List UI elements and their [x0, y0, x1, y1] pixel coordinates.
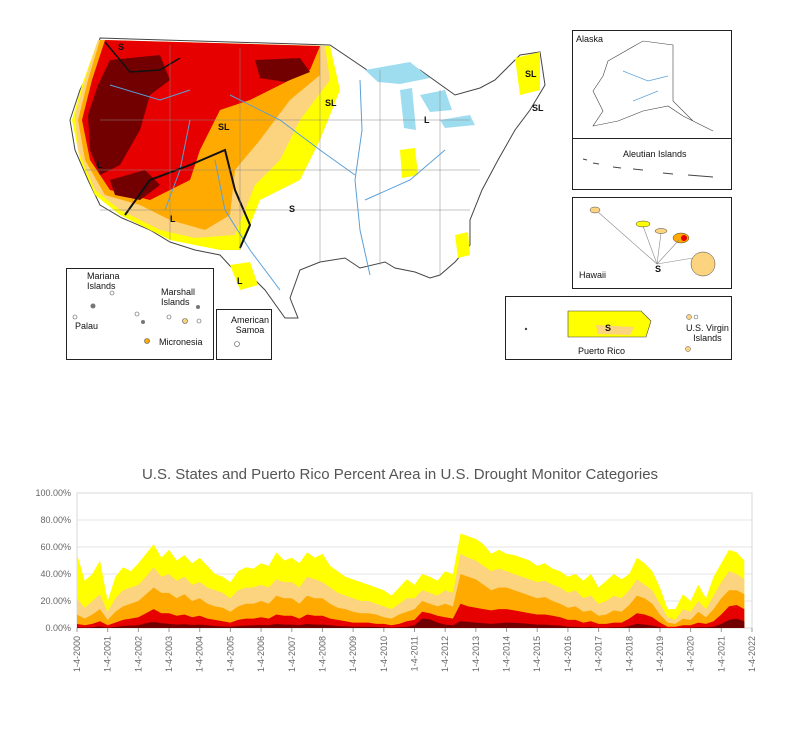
- drought-d4-region-west: [88, 55, 170, 175]
- y-tick-label: 80.00%: [40, 515, 71, 525]
- mariana-label: Mariana Islands: [87, 271, 120, 291]
- drought-area-chart: 0.00% 20.00% 40.00% 60.00% 80.00% 100.00% 1-4…: [35, 488, 757, 672]
- hawaii-islands: [589, 206, 716, 277]
- x-tick-label: 1-4-2018: [624, 636, 634, 672]
- x-tick-label: 1-4-2015: [532, 636, 542, 672]
- drought-map: S L SL SL L SL SL S L L Alaska Aleutian …: [66, 30, 732, 360]
- x-tick-label: 1-4-2021: [716, 636, 726, 672]
- drought-d4-region-plains: [255, 58, 310, 82]
- x-tick-labels: 1-4-2000 1-4-2001 1-4-2002 1-4-2003 1-4-2004…: [72, 628, 757, 672]
- x-tick-label: 1-4-2008: [317, 636, 327, 672]
- x-tick-label: 1-4-2004: [195, 636, 205, 672]
- x-tick-label: 1-4-2014: [502, 636, 512, 672]
- aleutian-inset: Aleutian Islands: [572, 138, 732, 190]
- impact-letter: SL: [525, 69, 537, 79]
- virgin-islands-label: U.S. Virgin Islands: [686, 323, 729, 343]
- micronesia-label: Micronesia: [159, 337, 203, 347]
- x-tick-label: 1-4-2002: [133, 636, 143, 672]
- x-tick-label: 1-4-2011: [410, 636, 420, 671]
- alaska-label: Alaska: [576, 34, 604, 44]
- puerto-rico-shape: [524, 310, 699, 352]
- x-tick-label: 1-4-2000: [72, 636, 82, 672]
- x-tick-label: 1-4-2017: [594, 636, 604, 672]
- y-tick-labels: 0.00% 20.00% 40.00% 60.00% 80.00% 100.00%: [35, 488, 71, 633]
- x-tick-label: 1-4-2005: [225, 636, 235, 672]
- palau-label: Palau: [75, 321, 99, 331]
- x-tick-label: 1-4-2007: [287, 636, 297, 672]
- y-tick-label: 40.00%: [40, 569, 71, 579]
- x-tick-label: 1-4-2003: [164, 636, 174, 672]
- snake-river: [109, 84, 191, 101]
- drought-d0-southeast: [455, 232, 470, 258]
- x-tick-label: 1-4-2016: [563, 636, 573, 672]
- x-tick-label: 1-4-2020: [686, 636, 696, 672]
- impact-letter: S: [289, 204, 296, 214]
- x-tick-label: 1-4-2009: [348, 636, 358, 672]
- x-tick-label: 1-4-2012: [440, 636, 450, 672]
- chart-title: U.S. States and Puerto Rico Percent Area…: [141, 466, 659, 483]
- rio-grande: [214, 159, 281, 291]
- conus-map: [69, 37, 546, 319]
- aleutian-shape: [582, 158, 714, 178]
- alaska-shape: [592, 40, 714, 132]
- state-lines: [85, 45, 480, 275]
- pacific-islands-inset: Mariana Islands Marshall Islands Palau Mic…: [66, 268, 214, 360]
- impact-letter: SL: [218, 122, 230, 132]
- impact-letter: SL: [532, 103, 544, 113]
- great-lakes: [365, 62, 475, 130]
- y-tick-label: 0.00%: [45, 623, 71, 633]
- samoa-dot: [234, 341, 240, 347]
- pacific-islands-dots: [72, 290, 202, 344]
- impact-letter: SL: [325, 98, 337, 108]
- impact-boundary-south: [124, 148, 252, 249]
- hawaii-inset: Hawaii S: [572, 197, 732, 289]
- impact-letter: L: [237, 276, 243, 286]
- aleutian-label: Aleutian Islands: [623, 149, 687, 159]
- drought-d0-midwest: [400, 148, 418, 178]
- area-series-d2-d4: [77, 574, 745, 628]
- x-tick-label: 1-4-2013: [471, 636, 481, 672]
- missouri-river: [229, 94, 356, 176]
- mississippi-river: [354, 79, 371, 276]
- hawaii-label: Hawaii: [579, 270, 607, 280]
- x-tick-label: 1-4-2010: [379, 636, 389, 672]
- impact-letter: L: [170, 214, 176, 224]
- alaska-inset: Alaska: [572, 30, 732, 140]
- drought-d4-region-south: [110, 170, 160, 200]
- puerto-rico-label: Puerto Rico: [578, 346, 626, 356]
- marshall-label: Marshall Islands: [161, 287, 196, 307]
- x-tick-label: 1-4-2022: [747, 636, 757, 672]
- drought-d0-northeast: [515, 52, 540, 95]
- samoa-label: American Samoa: [231, 315, 270, 335]
- impact-letter: S: [605, 323, 612, 333]
- impact-letter: L: [97, 160, 103, 170]
- area-series-d3-d4: [77, 603, 745, 628]
- american-samoa-inset: American Samoa: [216, 309, 272, 360]
- puerto-rico-inset: Puerto Rico U.S. Virgin Islands S: [505, 296, 732, 360]
- area-series-d4: [77, 618, 745, 628]
- impact-letter: S: [118, 42, 125, 52]
- y-tick-label: 60.00%: [40, 542, 71, 552]
- x-tick-label: 1-4-2006: [256, 636, 266, 672]
- y-tick-label: 20.00%: [40, 596, 71, 606]
- x-tick-label: 1-4-2001: [103, 636, 113, 672]
- drought-d0-texas: [230, 262, 258, 290]
- impact-letter: S: [655, 264, 662, 274]
- y-tick-label: 100.00%: [35, 488, 71, 498]
- impact-letter: L: [424, 115, 430, 125]
- x-tick-label: 1-4-2019: [655, 636, 665, 672]
- area-series: [77, 533, 745, 628]
